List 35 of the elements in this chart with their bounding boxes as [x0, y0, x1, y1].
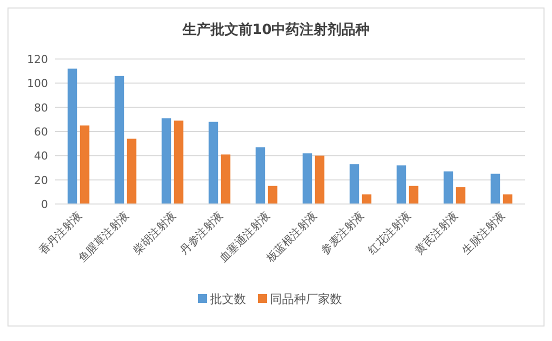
y-tick-label: 120 — [27, 53, 48, 66]
bar — [68, 68, 78, 204]
bar — [256, 147, 266, 204]
bar — [314, 156, 324, 204]
y-tick-label: 20 — [34, 174, 48, 187]
legend-label: 批文数 — [210, 292, 246, 306]
y-tick-label: 0 — [41, 198, 48, 211]
bar — [208, 122, 218, 204]
bar — [490, 174, 500, 204]
chart-title: 生产批文前10中药注射剂品种 — [181, 21, 370, 38]
bar — [162, 118, 172, 204]
x-tick-label: 参麦注射液 — [318, 208, 367, 258]
x-tick-label: 红花注射液 — [366, 208, 414, 258]
bar — [80, 125, 90, 204]
y-tick-label: 100 — [27, 77, 48, 90]
bar — [268, 186, 278, 204]
bar — [408, 186, 418, 204]
y-tick-label: 80 — [34, 101, 48, 114]
bar — [362, 194, 372, 204]
bar — [456, 187, 466, 204]
x-tick-label: 柴胡注射液 — [130, 208, 179, 258]
x-tick-label: 黄芪注射液 — [412, 208, 461, 258]
bar — [502, 194, 512, 204]
bar — [126, 138, 136, 204]
bar — [444, 171, 454, 204]
y-tick-label: 60 — [34, 126, 48, 138]
x-tick-label: 生脉注射液 — [460, 208, 508, 258]
bar — [350, 164, 360, 204]
bar — [302, 153, 312, 204]
legend-label: 同品种厂家数 — [270, 292, 342, 306]
y-tick-label: 40 — [34, 150, 48, 163]
bar — [220, 154, 230, 204]
bar — [396, 165, 406, 204]
bar — [114, 76, 124, 204]
bar — [174, 120, 184, 204]
